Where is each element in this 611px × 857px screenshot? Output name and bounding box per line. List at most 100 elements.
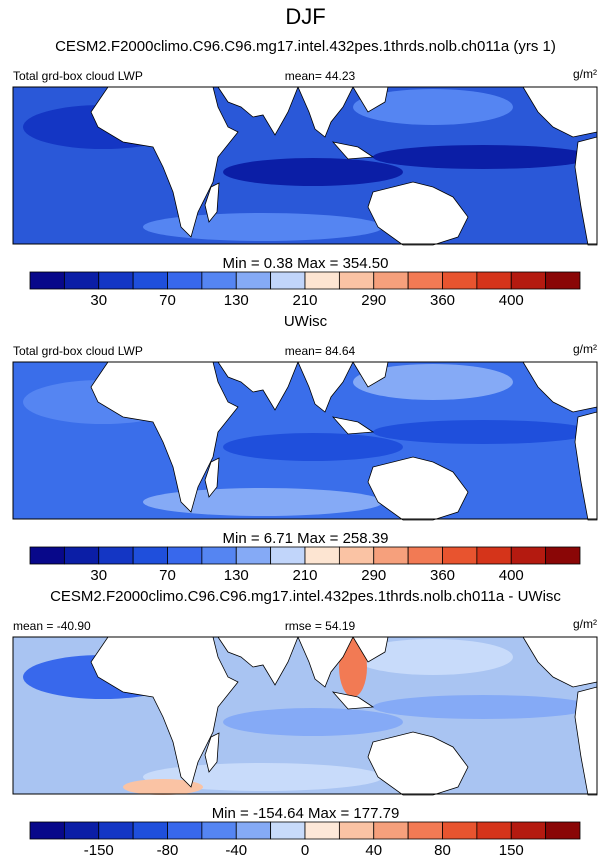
colorbar-box xyxy=(201,546,237,565)
colorbar-box xyxy=(510,271,547,290)
colorbar-box xyxy=(545,821,581,840)
field-band xyxy=(373,420,593,444)
field-band xyxy=(373,695,593,719)
center-label: mean= 44.23 xyxy=(285,69,356,83)
colorbar-box xyxy=(407,821,443,840)
colorbar-label: 0 xyxy=(301,842,309,857)
units-label: g/m² xyxy=(573,67,597,81)
colorbar-label: -150 xyxy=(84,842,114,857)
field-band xyxy=(353,89,513,125)
panel-title: CESM2.F2000climo.C96.C96.mg17.intel.432p… xyxy=(50,588,561,605)
colorbar-box xyxy=(167,271,203,290)
map-frame xyxy=(12,86,598,245)
field-band xyxy=(373,145,593,169)
field-band xyxy=(143,488,383,516)
colorbar-box xyxy=(407,271,443,290)
colorbar-label: 400 xyxy=(499,292,524,309)
colorbar-box xyxy=(373,546,409,565)
stats: Min = 6.71 Max = 258.39 xyxy=(223,530,389,547)
colorbar-box xyxy=(167,546,203,565)
colorbar-box xyxy=(304,271,340,290)
figure-title: DJF xyxy=(285,4,325,29)
colorbar-box xyxy=(167,821,203,840)
panel-title: CESM2.F2000climo.C96.C96.mg17.intel.432p… xyxy=(55,38,556,55)
colorbar-box xyxy=(132,546,168,565)
colorbar-box xyxy=(98,821,134,840)
left-label: mean = -40.90 xyxy=(13,619,91,633)
colorbar-box xyxy=(442,271,478,290)
colorbar-box xyxy=(407,546,443,565)
colorbar-label: 80 xyxy=(434,842,451,857)
field-band xyxy=(223,433,403,461)
colorbar-label: 40 xyxy=(365,842,382,857)
map xyxy=(12,361,598,521)
colorbar-box xyxy=(304,546,340,565)
colorbar-label: 70 xyxy=(159,567,176,584)
colorbar-box xyxy=(270,271,306,290)
colorbar-box xyxy=(132,271,168,290)
map-frame xyxy=(12,361,598,520)
units-label: g/m² xyxy=(573,342,597,356)
panel: CESM2.F2000climo.C96.C96.mg17.intel.432p… xyxy=(12,38,598,309)
units-label: g/m² xyxy=(573,617,597,631)
colorbar-label: -40 xyxy=(225,842,247,857)
left-label: Total grd-box cloud LWP xyxy=(13,344,143,358)
colorbar-box xyxy=(29,821,65,840)
colorbar-box xyxy=(201,271,237,290)
field-band xyxy=(223,158,403,186)
colorbar-box xyxy=(98,546,134,565)
colorbar-box xyxy=(476,546,512,565)
colorbar-label: 30 xyxy=(90,567,107,584)
field-band xyxy=(143,213,383,241)
colorbar-box xyxy=(235,821,272,840)
colorbar-label: 150 xyxy=(499,842,524,857)
colorbar-label: 290 xyxy=(361,567,386,584)
stats: Min = -154.64 Max = 177.79 xyxy=(212,805,400,822)
colorbar-box xyxy=(63,821,100,840)
colorbar-box xyxy=(29,546,65,565)
field-band xyxy=(143,763,383,791)
colorbar-box xyxy=(270,546,306,565)
colorbar-label: 400 xyxy=(499,567,524,584)
center-label: rmse = 54.19 xyxy=(285,619,356,633)
colorbar-label: 30 xyxy=(90,292,107,309)
center-label: mean= 84.64 xyxy=(285,344,356,358)
colorbar-box xyxy=(63,546,100,565)
left-label: Total grd-box cloud LWP xyxy=(13,69,143,83)
colorbar-box xyxy=(235,271,272,290)
field-band xyxy=(353,364,513,400)
colorbar-box xyxy=(132,821,168,840)
map-frame xyxy=(12,636,598,795)
colorbar-box xyxy=(373,271,409,290)
colorbar-label: 210 xyxy=(292,292,317,309)
panels: CESM2.F2000climo.C96.C96.mg17.intel.432p… xyxy=(12,38,598,857)
colorbar-box xyxy=(29,271,65,290)
colorbar-box xyxy=(442,821,478,840)
panel-title: UWisc xyxy=(284,313,328,330)
colorbar-box xyxy=(304,821,340,840)
colorbar-box xyxy=(201,821,237,840)
field-band xyxy=(339,637,367,697)
field-band xyxy=(223,708,403,736)
colorbar-box xyxy=(98,271,134,290)
colorbar-box xyxy=(476,271,512,290)
colorbar-box xyxy=(235,546,272,565)
panel: CESM2.F2000climo.C96.C96.mg17.intel.432p… xyxy=(12,588,598,857)
colorbar-box xyxy=(442,546,478,565)
map xyxy=(12,636,598,796)
colorbar-label: 210 xyxy=(292,567,317,584)
colorbar-label: 290 xyxy=(361,292,386,309)
colorbar-label: 360 xyxy=(430,292,455,309)
colorbar-label: -80 xyxy=(157,842,179,857)
field-band xyxy=(353,639,513,675)
colorbar-box xyxy=(545,546,581,565)
colorbar-label: 70 xyxy=(159,292,176,309)
colorbar-box xyxy=(510,546,547,565)
colorbar-label: 130 xyxy=(224,567,249,584)
stats: Min = 0.38 Max = 354.50 xyxy=(223,255,389,272)
map xyxy=(12,86,598,246)
colorbar-box xyxy=(338,821,375,840)
colorbar-label: 360 xyxy=(430,567,455,584)
colorbar-box xyxy=(338,271,375,290)
